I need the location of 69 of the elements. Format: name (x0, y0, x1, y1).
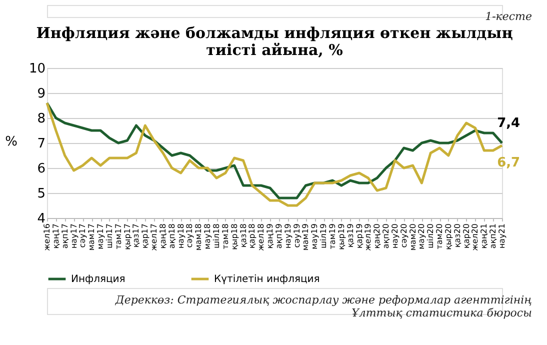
x-tick-label: сәу20 (399, 224, 408, 248)
y-axis-title: % (5, 134, 18, 150)
x-tick-label: там17 (114, 224, 123, 250)
y-tick-label: 6 (37, 162, 46, 176)
x-tick-label: там18 (220, 224, 230, 250)
x-tick-label: нау18 (176, 224, 186, 249)
x-tick-label: шіл18 (212, 224, 222, 248)
y-tick-label: 4 (37, 212, 46, 226)
x-tick-label: шіл17 (104, 224, 114, 248)
x-tick-label: қаң19 (266, 224, 275, 249)
x-tick-label: нау21 (498, 224, 506, 249)
x-tick-label: қаң21 (480, 224, 489, 249)
y-tick-label: 9 (37, 86, 46, 102)
x-tick-label: қыр20 (444, 224, 453, 250)
y-tick-label: 5 (37, 186, 46, 202)
x-tick-label: қар18 (248, 224, 257, 248)
text: Дереккөз: Стратегиялық жоспарлау және реформалар агенттігінің (114, 294, 532, 306)
x-tick-label: қар17 (140, 224, 150, 248)
x-tick-label: қаң17 (51, 224, 60, 249)
x-tick-label: нау19 (283, 224, 292, 249)
x-tick-label: там20 (435, 224, 444, 250)
x-tick-label: мам17 (87, 224, 96, 251)
x-tick-label: сәу17 (78, 224, 88, 248)
x-tick-label: нау17 (69, 224, 78, 249)
text: Ұлттық статистика бюросы (352, 306, 532, 320)
x-tick-label: мау17 (96, 224, 106, 250)
x-tick-label: жел17 (150, 224, 159, 251)
x-tick-label: сәу19 (292, 224, 302, 248)
x-tick-label: нау20 (390, 224, 400, 249)
x-tick-label: жел19 (364, 224, 373, 251)
x-tick-label: қыр17 (122, 224, 132, 250)
legend-label: Инфляция (71, 274, 126, 285)
x-tick-label: ақп19 (274, 224, 284, 249)
x-tick-label: ақп18 (167, 224, 176, 249)
text: Инфляция және болжамды инфляция өткен жылдың (36, 24, 513, 42)
x-tick-label: қыр19 (336, 224, 346, 250)
x-tick-label: шіл20 (426, 224, 436, 248)
annotation: 7,4 (497, 116, 520, 131)
x-tick-label: мам20 (408, 224, 418, 251)
x-tick-label: мау18 (203, 224, 212, 250)
x-tick-label: мам19 (301, 224, 310, 251)
x-tick-label: қаң20 (372, 224, 382, 249)
x-tick-label: мау19 (310, 224, 320, 250)
text: 1-кесте (485, 10, 532, 23)
x-tick-label: қар20 (462, 224, 471, 248)
x-tick-label: қаз19 (346, 224, 355, 248)
annotation: 6,7 (497, 156, 520, 170)
x-tick-label: шіл19 (319, 224, 328, 248)
x-tick-label: ақп20 (382, 224, 391, 249)
legend-label: Күтілетін инфляция (214, 274, 320, 285)
x-tick-label: жел18 (256, 224, 266, 251)
text: тиісті айына, % (206, 41, 343, 59)
x-tick-label: қаз17 (132, 224, 141, 248)
x-tick-label: жел16 (42, 224, 52, 251)
x-tick-label: қар19 (354, 224, 364, 248)
y-tick-label: 8 (37, 112, 46, 126)
x-tick-label: қаз18 (238, 224, 248, 248)
x-tick-label: ақп17 (60, 224, 70, 249)
x-tick-label: қыр18 (230, 224, 239, 250)
y-tick-label: 10 (28, 62, 46, 76)
x-tick-label: мам18 (194, 224, 204, 251)
y-tick-label: 7 (37, 136, 46, 152)
x-tick-label: жел20 (470, 224, 480, 251)
x-tick-label: сәу18 (185, 224, 194, 248)
x-tick-label: мау20 (417, 224, 426, 250)
x-tick-label: қаң18 (158, 224, 168, 249)
x-tick-label: ақп21 (488, 224, 498, 249)
x-tick-label: там19 (328, 224, 337, 250)
x-tick-label: қаз20 (452, 224, 462, 248)
